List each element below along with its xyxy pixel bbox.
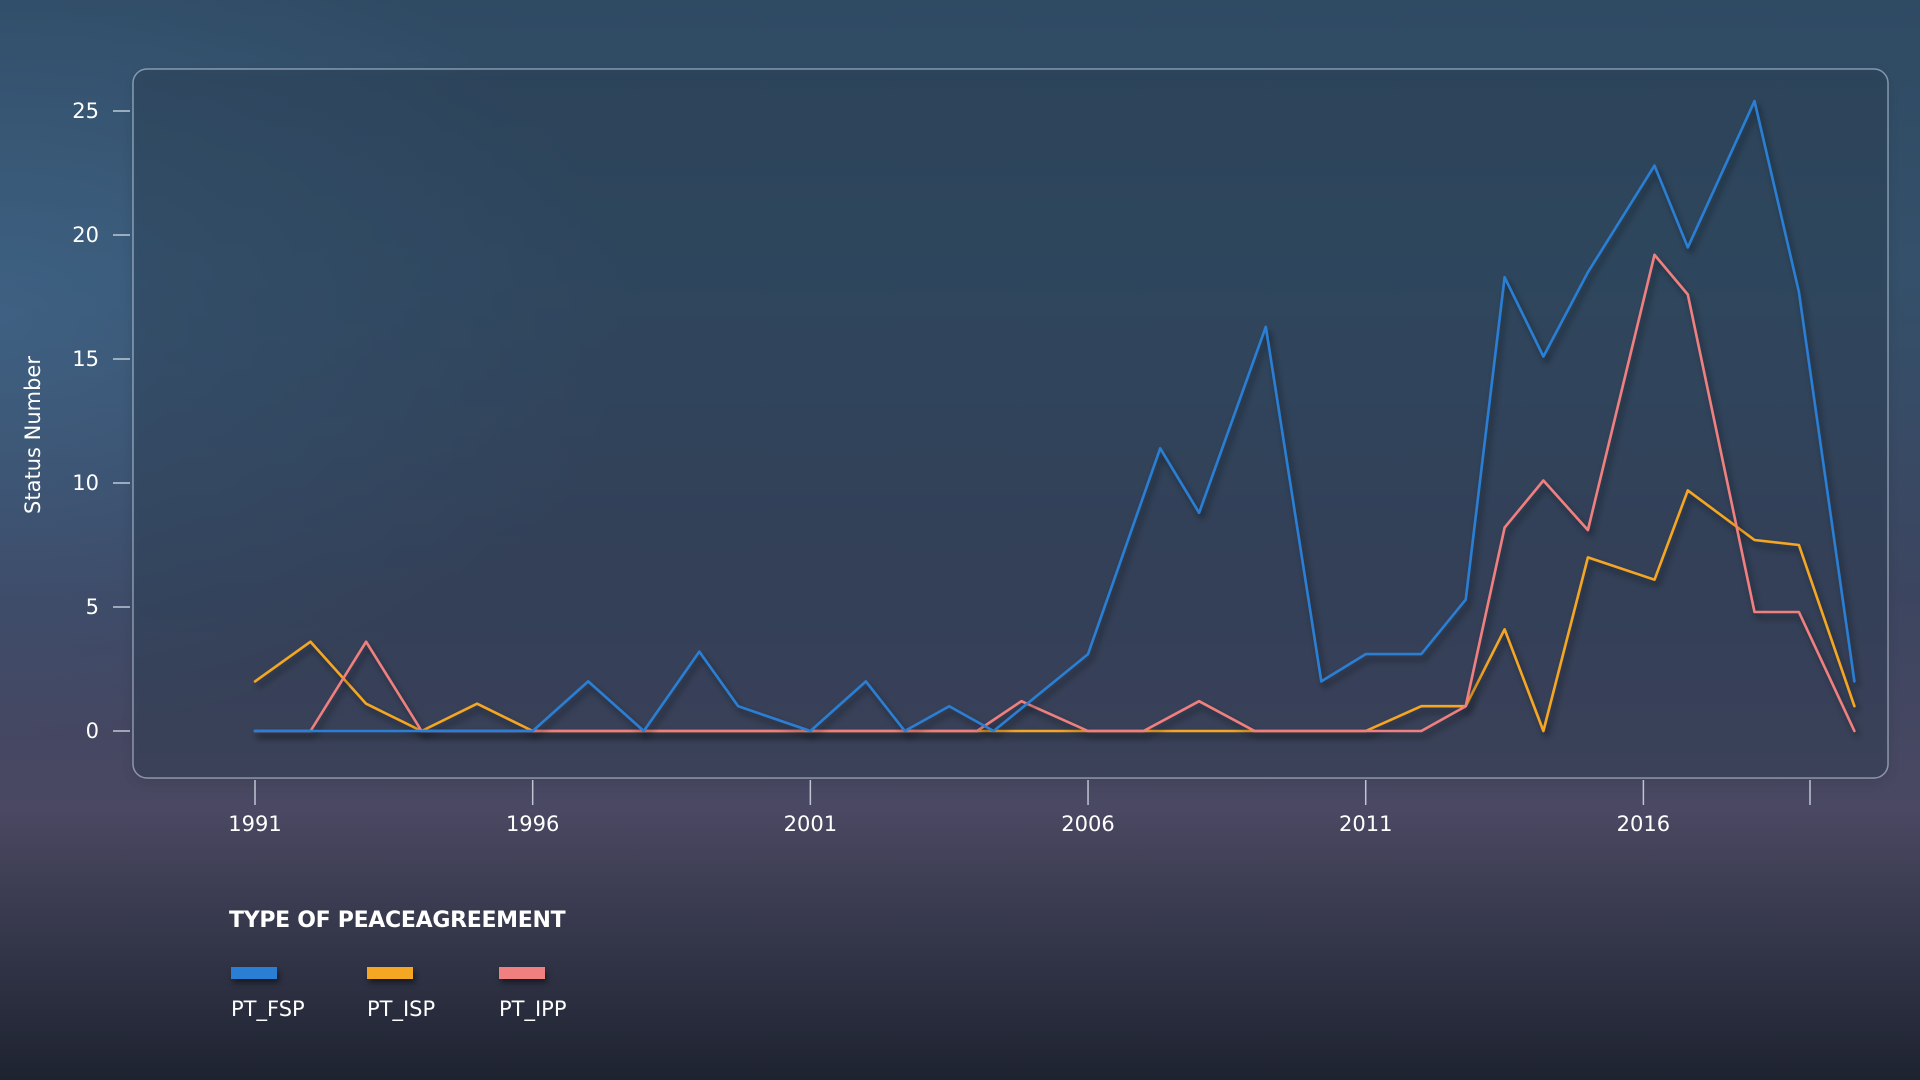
x-tick-label: 2016 (1617, 812, 1670, 836)
legend-swatch (499, 967, 545, 979)
legend-item: PT_FSP (231, 967, 305, 1021)
x-tick-label: 1991 (228, 812, 281, 836)
legend-label: PT_IPP (499, 997, 567, 1021)
x-tick-label: 2006 (1061, 812, 1114, 836)
y-tick-label: 10 (72, 471, 99, 495)
y-tick-label: 20 (72, 223, 99, 247)
y-tick-label: 0 (86, 719, 99, 743)
legend-items: PT_FSP PT_ISP PT_IPP (229, 967, 567, 1027)
legend: TYPE OF PEACEAGREEMENT PT_FSP PT_ISP PT_IP… (229, 908, 567, 1027)
x-tick-label: 1996 (506, 812, 559, 836)
legend-title: TYPE OF PEACEAGREEMENT (229, 908, 566, 933)
y-axis-title: Status Number (21, 356, 45, 514)
series-line-pt-fsp (253, 99, 1856, 733)
y-tick-label: 15 (72, 347, 99, 371)
y-tick-label: 5 (86, 595, 99, 619)
y-axis: 0 5 10 15 20 25 (72, 99, 130, 743)
legend-label: PT_FSP (231, 997, 305, 1021)
x-axis: 1991 1996 2001 2006 2011 2016 (228, 780, 1811, 836)
legend-label: PT_ISP (367, 997, 436, 1021)
legend-item: PT_ISP (367, 967, 435, 1021)
series-lines (253, 99, 1856, 733)
x-tick-label: 2001 (784, 812, 837, 836)
legend-item: PT_IPP (499, 967, 567, 1021)
legend-swatch (367, 967, 413, 979)
x-tick-label: 2011 (1339, 812, 1392, 836)
legend-swatch (231, 967, 277, 979)
y-tick-label: 25 (72, 99, 99, 123)
plot-area (132, 68, 1889, 779)
